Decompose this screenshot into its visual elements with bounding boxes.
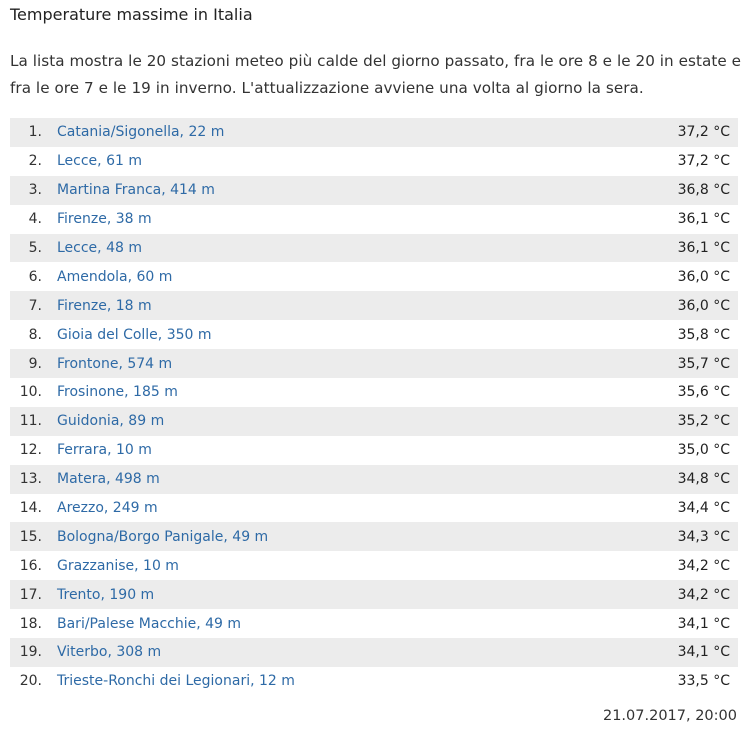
station-link[interactable]: Amendola, 60 m bbox=[57, 268, 173, 285]
station-rank: 15. bbox=[19, 528, 42, 545]
station-link[interactable]: Ferrara, 10 m bbox=[57, 442, 152, 459]
station-link[interactable]: Lecce, 48 m bbox=[57, 240, 142, 256]
station-temperature: 34,2 °C bbox=[677, 557, 730, 574]
station-link[interactable]: Bologna/Borgo Panigale, 49 m bbox=[57, 528, 269, 545]
station-link[interactable]: Frosinone, 185 m bbox=[57, 384, 178, 401]
station-rank: 8. bbox=[28, 326, 42, 343]
station-row: 16. Grazzanise, 10 m 34,2 °C bbox=[10, 551, 738, 580]
station-temperature: 36,8 °C bbox=[677, 182, 730, 199]
station-row: 12. Ferrara, 10 m 35,0 °C bbox=[10, 436, 738, 465]
station-rank: 1. bbox=[28, 124, 42, 141]
station-rank: 12. bbox=[19, 442, 42, 459]
station-temperature: 35,0 °C bbox=[677, 442, 730, 459]
station-temperature: 34,8 °C bbox=[677, 471, 730, 488]
station-row: 5. Lecce, 48 m 36,1 °C bbox=[10, 233, 738, 263]
station-row: 15. Bologna/Borgo Panigale, 49 m 34,3 °C bbox=[10, 522, 738, 552]
station-temperature: 37,2 °C bbox=[677, 153, 730, 170]
station-row: 18. Bari/Palese Macchie, 49 m 34,1 °C bbox=[10, 609, 738, 638]
station-row: 6. Amendola, 60 m 36,0 °C bbox=[10, 262, 738, 291]
station-rank: 5. bbox=[28, 240, 42, 256]
update-timestamp: 21.07.2017, 20:00 bbox=[602, 708, 737, 724]
station-row: 14. Arezzo, 249 m 34,4 °C bbox=[10, 494, 738, 523]
station-row: 8. Gioia del Colle, 350 m 35,8 °C bbox=[10, 320, 738, 349]
station-rank: 20. bbox=[19, 673, 42, 690]
station-temperature: 34,4 °C bbox=[677, 500, 730, 517]
station-temperature: 36,0 °C bbox=[677, 297, 730, 314]
station-link[interactable]: Arezzo, 249 m bbox=[57, 500, 158, 517]
station-row: 10. Frosinone, 185 m 35,6 °C bbox=[10, 378, 738, 407]
station-row: 2. Lecce, 61 m 37,2 °C bbox=[10, 147, 738, 176]
station-rank: 9. bbox=[28, 355, 42, 372]
station-temperature: 36,1 °C bbox=[677, 211, 730, 228]
station-link[interactable]: Frontone, 574 m bbox=[57, 355, 173, 372]
intro-text: La lista mostra le 20 stazioni meteo più… bbox=[10, 52, 741, 97]
station-temperature: 34,3 °C bbox=[677, 528, 730, 545]
station-rank: 6. bbox=[28, 268, 42, 285]
station-temperature: 35,6 °C bbox=[677, 384, 730, 401]
station-temperature: 35,7 °C bbox=[677, 355, 730, 372]
station-link[interactable]: Guidonia, 89 m bbox=[57, 413, 165, 430]
station-row: 4. Firenze, 38 m 36,1 °C bbox=[10, 205, 738, 234]
station-rank: 18. bbox=[19, 615, 42, 632]
station-temperature: 36,0 °C bbox=[677, 268, 730, 285]
station-rank: 13. bbox=[19, 471, 42, 488]
station-row: 7. Firenze, 18 m 36,0 °C bbox=[10, 291, 738, 321]
station-link[interactable]: Gioia del Colle, 350 m bbox=[57, 326, 212, 343]
station-temperature: 34,2 °C bbox=[677, 586, 730, 603]
stations-list: 1. Catania/Sigonella, 22 m 37,2 °C 2. Lecce,… bbox=[10, 118, 738, 696]
station-row: 13. Matera, 498 m 34,8 °C bbox=[10, 464, 738, 494]
station-temperature: 33,5 °C bbox=[677, 673, 730, 690]
station-rank: 17. bbox=[19, 586, 42, 603]
station-link[interactable]: Firenze, 38 m bbox=[57, 211, 152, 228]
station-rank: 4. bbox=[28, 211, 42, 228]
station-link[interactable]: Lecce, 61 m bbox=[57, 153, 142, 170]
station-link[interactable]: Viterbo, 308 m bbox=[57, 644, 162, 661]
station-temperature: 35,2 °C bbox=[677, 413, 730, 430]
station-link[interactable]: Grazzanise, 10 m bbox=[57, 557, 179, 574]
station-link[interactable]: Matera, 498 m bbox=[57, 471, 160, 488]
station-link[interactable]: Bari/Palese Macchie, 49 m bbox=[57, 615, 242, 632]
station-link[interactable]: Trento, 190 m bbox=[57, 586, 155, 603]
station-rank: 11. bbox=[19, 413, 42, 430]
page-title: Temperature massime in Italia bbox=[10, 5, 253, 24]
station-link[interactable]: Trieste-Ronchi dei Legionari, 12 m bbox=[57, 673, 295, 690]
station-row: 17. Trento, 190 m 34,2 °C bbox=[10, 580, 738, 610]
station-link[interactable]: Firenze, 18 m bbox=[57, 297, 152, 314]
station-temperature: 36,1 °C bbox=[677, 240, 730, 256]
station-rank: 16. bbox=[19, 557, 42, 574]
station-rank: 2. bbox=[28, 153, 42, 170]
station-rank: 14. bbox=[19, 500, 42, 517]
station-link[interactable]: Martina Franca, 414 m bbox=[57, 182, 215, 199]
station-row: 19. Viterbo, 308 m 34,1 °C bbox=[10, 638, 738, 667]
station-row: 20. Trieste-Ronchi dei Legionari, 12 m 33,… bbox=[10, 667, 738, 696]
station-temperature: 37,2 °C bbox=[677, 124, 730, 141]
station-rank: 7. bbox=[28, 297, 42, 314]
station-temperature: 34,1 °C bbox=[677, 644, 730, 661]
station-row: 1. Catania/Sigonella, 22 m 37,2 °C bbox=[10, 118, 738, 147]
station-link[interactable]: Catania/Sigonella, 22 m bbox=[57, 124, 225, 141]
station-rank: 3. bbox=[28, 182, 42, 199]
station-rank: 19. bbox=[19, 644, 42, 661]
station-row: 3. Martina Franca, 414 m 36,8 °C bbox=[10, 175, 738, 205]
station-temperature: 34,1 °C bbox=[677, 615, 730, 632]
station-row: 9. Frontone, 574 m 35,7 °C bbox=[10, 349, 738, 379]
station-rank: 10. bbox=[19, 384, 42, 401]
station-temperature: 35,8 °C bbox=[677, 326, 730, 343]
station-row: 11. Guidonia, 89 m 35,2 °C bbox=[10, 406, 738, 436]
